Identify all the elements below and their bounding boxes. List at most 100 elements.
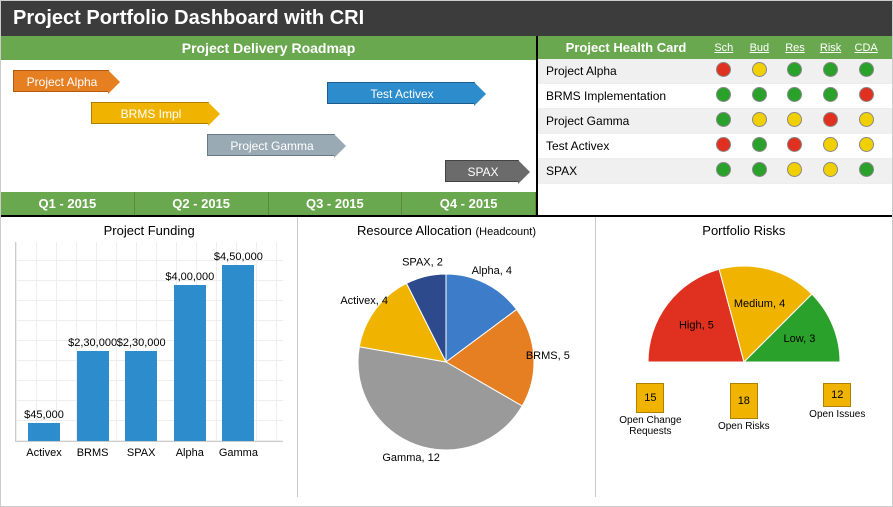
- quarter-label: Q2 - 2015: [135, 192, 269, 215]
- pie-label: Medium, 4: [734, 298, 785, 310]
- health-col: Risk: [813, 42, 849, 54]
- health-dot: [706, 62, 742, 80]
- quarter-label: Q4 - 2015: [402, 192, 536, 215]
- health-row[interactable]: BRMS Implementation: [538, 84, 892, 109]
- risks-chart: Portfolio Risks High, 5 Medium, 4 Low, 3 1…: [596, 217, 892, 497]
- funding-bar-category: Gamma: [210, 447, 266, 459]
- funding-bar[interactable]: [77, 351, 109, 441]
- health-dot: [813, 137, 849, 155]
- health-row[interactable]: Test Activex: [538, 134, 892, 159]
- funding-bar[interactable]: [174, 285, 206, 441]
- roadmap-body: Project Alpha BRMS Impl Test Activex Projec…: [1, 60, 536, 192]
- pie-label: Gamma, 12: [383, 452, 440, 464]
- roadmap-bar[interactable]: SPAX: [445, 160, 519, 182]
- funding-bar-category: SPAX: [113, 447, 169, 459]
- health-dot: [742, 62, 778, 80]
- pie-label: Low, 3: [783, 333, 815, 345]
- health-project-name: SPAX: [546, 164, 706, 178]
- health-rows: Project Alpha BRMS Implementation Project …: [538, 59, 892, 184]
- health-row[interactable]: SPAX: [538, 159, 892, 184]
- pie-label: BRMS, 5: [526, 350, 570, 362]
- health-dot: [813, 112, 849, 130]
- health-row[interactable]: Project Gamma: [538, 109, 892, 134]
- health-dot: [742, 137, 778, 155]
- quarter-label: Q3 - 2015: [269, 192, 403, 215]
- health-dot: [777, 87, 813, 105]
- health-row[interactable]: Project Alpha: [538, 59, 892, 84]
- risk-counter-bar: 18: [730, 383, 758, 419]
- health-dot: [706, 137, 742, 155]
- health-panel: Project Health Card SchBudResRiskCDA Pro…: [538, 36, 892, 215]
- risk-counters: 15Open Change Requests 18 Open Risks 12 Open…: [604, 383, 884, 437]
- health-dot: [848, 62, 884, 80]
- health-dot: [813, 162, 849, 180]
- health-project-name: BRMS Implementation: [546, 89, 706, 103]
- funding-bar[interactable]: [125, 351, 157, 441]
- health-dot: [848, 112, 884, 130]
- roadmap-bar[interactable]: Test Activex: [327, 82, 475, 104]
- risk-counter-label: Open Risks: [704, 421, 784, 432]
- health-dot: [777, 112, 813, 130]
- health-dot: [742, 87, 778, 105]
- funding-bar-label: $2,30,000: [113, 337, 169, 349]
- health-dot: [813, 62, 849, 80]
- page-title: Project Portfolio Dashboard with CRI: [1, 1, 892, 36]
- funding-chart: Project Funding $45,000Activex$2,30,000B…: [1, 217, 298, 497]
- roadmap-header: Project Delivery Roadmap: [1, 36, 536, 60]
- health-dot: [813, 87, 849, 105]
- funding-bar[interactable]: [222, 265, 254, 441]
- health-project-name: Test Activex: [546, 139, 706, 153]
- roadmap-bar[interactable]: Project Gamma: [207, 134, 335, 156]
- health-dot: [706, 162, 742, 180]
- health-project-name: Project Alpha: [546, 64, 706, 78]
- health-col: Res: [777, 42, 813, 54]
- health-col: Bud: [742, 42, 778, 54]
- health-dot: [777, 62, 813, 80]
- quarter-label: Q1 - 2015: [1, 192, 135, 215]
- funding-bar-category: Alpha: [162, 447, 218, 459]
- health-dot: [848, 87, 884, 105]
- health-dot: [742, 112, 778, 130]
- funding-bar-area: $45,000Activex$2,30,000BRMS$2,30,000SPAX…: [15, 242, 283, 442]
- roadmap-bar[interactable]: BRMS Impl: [91, 102, 209, 124]
- health-dot: [706, 87, 742, 105]
- pie-label: High, 5: [679, 319, 714, 331]
- risk-counter[interactable]: 12 Open Issues: [797, 383, 877, 437]
- funding-title: Project Funding: [9, 223, 289, 238]
- health-dot: [848, 137, 884, 155]
- risk-counter-bar: 15: [636, 383, 664, 413]
- allocation-pie: Alpha, 4 BRMS, 5 Gamma, 12 Activex, 4 SPAX, …: [306, 242, 586, 472]
- roadmap-bar[interactable]: Project Alpha: [13, 70, 109, 92]
- risks-semi-pie: High, 5 Medium, 4 Low, 3: [604, 242, 884, 372]
- health-project-name: Project Gamma: [546, 114, 706, 128]
- health-col: CDA: [848, 42, 884, 54]
- risk-counter[interactable]: 15Open Change Requests: [610, 383, 690, 437]
- roadmap-quarters: Q1 - 2015Q2 - 2015Q3 - 2015Q4 - 2015: [1, 192, 536, 215]
- health-title: Project Health Card: [546, 40, 706, 55]
- funding-bar-category: Activex: [16, 447, 72, 459]
- risk-counter-bar: 12: [823, 383, 851, 407]
- funding-bar-label: $2,30,000: [65, 337, 121, 349]
- funding-bar-label: $4,50,000: [210, 251, 266, 263]
- pie-label: Activex, 4: [341, 295, 389, 307]
- health-dot: [777, 162, 813, 180]
- funding-bar-label: $4,00,000: [162, 271, 218, 283]
- funding-bar[interactable]: [28, 423, 60, 441]
- health-col: Sch: [706, 42, 742, 54]
- roadmap-panel: Project Delivery Roadmap Project Alpha BR…: [1, 36, 538, 215]
- allocation-chart: Resource Allocation (Headcount) Alpha, 4…: [298, 217, 595, 497]
- funding-bar-category: BRMS: [65, 447, 121, 459]
- risk-counter-label: Open Change Requests: [610, 415, 690, 437]
- pie-label: Alpha, 4: [472, 265, 512, 277]
- health-dot: [848, 162, 884, 180]
- risks-title: Portfolio Risks: [604, 223, 884, 238]
- health-dot: [777, 137, 813, 155]
- health-header: Project Health Card SchBudResRiskCDA: [538, 36, 892, 59]
- risk-counter[interactable]: 18 Open Risks: [704, 383, 784, 437]
- health-dot: [706, 112, 742, 130]
- funding-bar-label: $45,000: [16, 409, 72, 421]
- pie-label: SPAX, 2: [402, 257, 443, 269]
- risk-counter-label: Open Issues: [797, 409, 877, 420]
- health-dot: [742, 162, 778, 180]
- allocation-title: Resource Allocation (Headcount): [306, 223, 586, 238]
